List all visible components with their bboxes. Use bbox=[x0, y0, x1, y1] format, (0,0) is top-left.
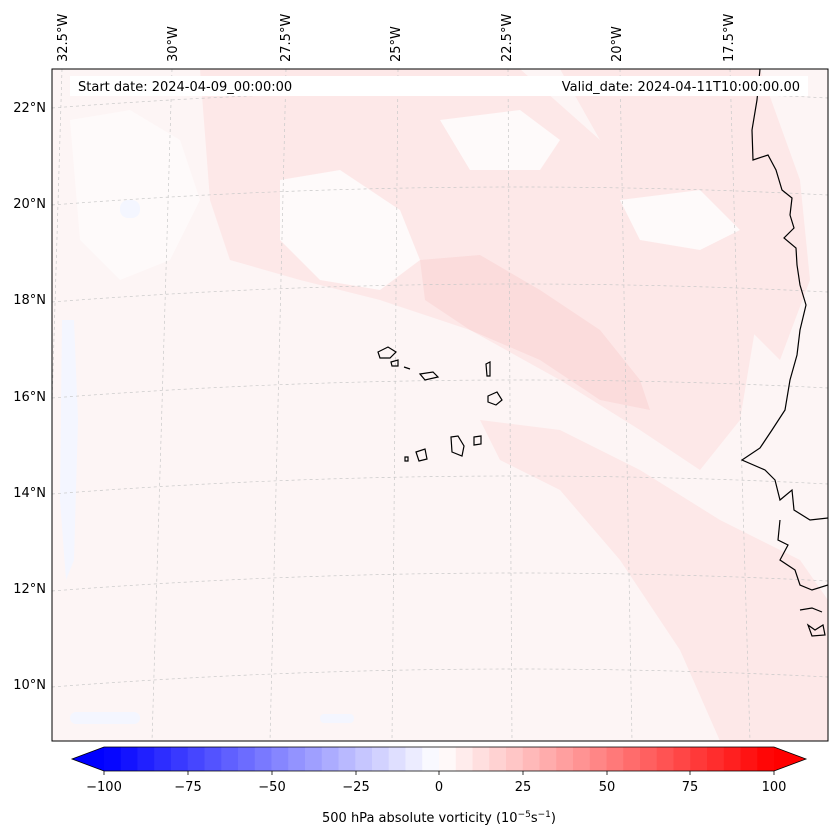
longitude-labels: 32.5°W 30°W 27.5°W 25°W 22.5°W 20°W 17.5… bbox=[56, 14, 737, 62]
colorbar-segment bbox=[187, 747, 205, 771]
cb-tick-label: −100 bbox=[86, 780, 122, 795]
cb-tick-label: −50 bbox=[258, 780, 285, 795]
graticule bbox=[52, 69, 828, 741]
colorbar-segment bbox=[204, 747, 222, 771]
colorbar-segment bbox=[640, 747, 658, 771]
colorbar-segment bbox=[137, 747, 155, 771]
colorbar-segment bbox=[757, 747, 775, 771]
coastline bbox=[377, 69, 828, 637]
header-box bbox=[70, 76, 808, 96]
colorbar-segment bbox=[690, 747, 708, 771]
colorbar-segment bbox=[288, 747, 306, 771]
colorbar-segment bbox=[539, 747, 557, 771]
colorbar-segment bbox=[120, 747, 138, 771]
colorbar-label: 500 hPa absolute vorticity (10−5s−1) bbox=[322, 810, 556, 826]
colorbar-tick-labels: −100 −75 −50 −25 0 25 50 75 100 bbox=[86, 780, 786, 795]
colorbar-segment bbox=[238, 747, 256, 771]
colorbar-segment bbox=[556, 747, 574, 771]
lat-label: 12°N bbox=[13, 582, 46, 597]
colorbar-segment bbox=[355, 747, 373, 771]
colorbar-segment bbox=[589, 747, 607, 771]
colorbar-segment bbox=[305, 747, 323, 771]
colorbar-min-extend bbox=[72, 747, 104, 771]
cb-tick-label: −25 bbox=[342, 780, 369, 795]
colorbar-segment bbox=[740, 747, 758, 771]
lat-label: 16°N bbox=[13, 390, 46, 405]
colorbar-segment bbox=[422, 747, 440, 771]
cb-tick-label: 75 bbox=[682, 780, 699, 795]
lon-label: 22.5°W bbox=[500, 14, 515, 62]
colorbar-segment bbox=[455, 747, 473, 771]
colorbar-segment bbox=[372, 747, 390, 771]
cb-tick-label: 50 bbox=[599, 780, 616, 795]
vorticity-field bbox=[52, 69, 828, 741]
colorbar-segment bbox=[707, 747, 725, 771]
colorbar-ticks bbox=[103, 771, 775, 775]
colorbar-segment bbox=[104, 747, 122, 771]
colorbar-segment bbox=[171, 747, 189, 771]
cb-tick-label: 0 bbox=[435, 780, 443, 795]
lon-label: 30°W bbox=[166, 26, 181, 62]
lon-label: 32.5°W bbox=[56, 14, 71, 62]
colorbar-segment bbox=[221, 747, 239, 771]
lon-label: 27.5°W bbox=[279, 14, 294, 62]
colorbar-segment bbox=[573, 747, 591, 771]
colorbar: −100 −75 −50 −25 0 25 50 75 100 500 hPa … bbox=[70, 746, 808, 826]
colorbar-segment bbox=[606, 747, 624, 771]
colorbar-segment bbox=[673, 747, 691, 771]
colorbar-segment bbox=[154, 747, 172, 771]
lat-label: 14°N bbox=[13, 486, 46, 501]
colorbar-segments bbox=[104, 747, 775, 771]
lon-label: 20°W bbox=[610, 26, 625, 62]
cb-tick-label: −75 bbox=[174, 780, 201, 795]
colorbar-segment bbox=[405, 747, 423, 771]
colorbar-segment bbox=[338, 747, 356, 771]
colorbar-segment bbox=[489, 747, 507, 771]
colorbar-segment bbox=[439, 747, 457, 771]
colorbar-segment bbox=[388, 747, 406, 771]
colorbar-segment bbox=[623, 747, 641, 771]
colorbar-segment bbox=[254, 747, 272, 771]
cb-tick-label: 25 bbox=[515, 780, 532, 795]
colorbar-segment bbox=[321, 747, 339, 771]
lon-label: 25°W bbox=[389, 26, 404, 62]
colorbar-segment bbox=[271, 747, 289, 771]
cb-tick-label: 100 bbox=[762, 780, 787, 795]
colorbar-segment bbox=[472, 747, 490, 771]
lat-label: 22°N bbox=[13, 101, 46, 116]
colorbar-max-extend bbox=[774, 747, 806, 771]
colorbar-segment bbox=[522, 747, 540, 771]
colorbar-segment bbox=[723, 747, 741, 771]
map-frame bbox=[51, 68, 829, 742]
lon-label: 17.5°W bbox=[722, 14, 737, 62]
start-date-label: Start date: 2024-04-09_00:00:00 bbox=[78, 80, 292, 95]
valid-date-label: Valid_date: 2024-04-11T10:00:00.00 bbox=[562, 80, 800, 95]
lat-label: 18°N bbox=[13, 293, 46, 308]
latitude-labels: 22°N 20°N 18°N 16°N 14°N 12°N 10°N bbox=[13, 101, 46, 693]
lat-label: 10°N bbox=[13, 678, 46, 693]
lat-label: 20°N bbox=[13, 197, 46, 212]
colorbar-segment bbox=[506, 747, 524, 771]
colorbar-segment bbox=[656, 747, 674, 771]
